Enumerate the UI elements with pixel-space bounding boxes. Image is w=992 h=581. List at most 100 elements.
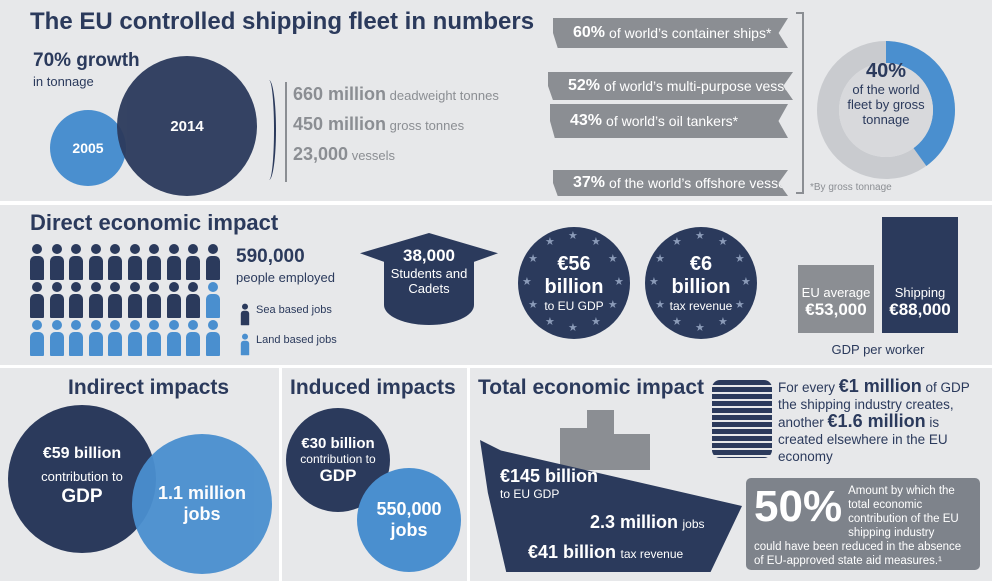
employed-value: 590,000	[236, 246, 305, 267]
total-tax: €41 billion tax revenue	[528, 542, 684, 562]
donut-value: 40%	[865, 60, 907, 82]
person-icon	[88, 320, 103, 358]
total-gdp: €145 billion to EU GDP	[500, 466, 599, 501]
stat-dwt: 660 million deadweight tonnes	[293, 84, 499, 104]
person-icon	[108, 282, 122, 320]
eu-gdp-circle: €56 billion to EU GDP ★ ★ ★ ★ ★ ★ ★ ★ ★ ★ ★ ★	[518, 227, 630, 339]
star-icon: ★	[607, 253, 618, 265]
person-icon	[205, 320, 220, 358]
star-icon: ★	[655, 299, 666, 311]
person-icon	[166, 320, 181, 358]
year-2005: 2005	[72, 140, 104, 156]
star-icon: ★	[545, 236, 555, 249]
induced-title: Induced impacts	[290, 376, 456, 399]
donut-eu-share	[817, 41, 955, 179]
coin-stack-icon	[712, 380, 772, 458]
star-icon: ★	[655, 253, 666, 265]
eu-average-bar: EU average €53,000	[798, 265, 874, 333]
person-icon	[127, 244, 142, 282]
star-icon: ★	[545, 315, 555, 328]
fleet-title: The EU controlled shipping fleet in numb…	[30, 8, 535, 35]
person-icon	[108, 244, 122, 282]
star-icon: ★	[528, 253, 539, 265]
indirect-title: Indirect impacts	[68, 376, 230, 399]
person-icon	[186, 320, 200, 358]
total-jobs: 2.3 million jobs	[590, 512, 705, 532]
person-icon	[186, 244, 200, 282]
person-icon	[166, 244, 181, 282]
state-aid-box: 50% Amount by which the total economic c…	[746, 478, 980, 570]
bracket	[262, 80, 276, 180]
star-icon: ★	[568, 230, 578, 242]
growth-sub: in tonnage	[33, 74, 94, 89]
indirect-gdp-circle: €59 billion contribution to GDP	[8, 405, 156, 553]
gdp-per-worker: GDP per worker	[831, 342, 925, 357]
star-icon: ★	[591, 236, 601, 249]
person-icon	[30, 244, 44, 282]
donut-label: 40% of the world fleet by gross tonnage	[846, 60, 926, 127]
grad-cap-base	[384, 255, 474, 325]
star-icon: ★	[614, 276, 624, 288]
star-icon: ★	[568, 322, 578, 334]
total-title: Total economic impact	[478, 376, 704, 399]
person-icon	[69, 282, 83, 320]
circle-2014: 2014	[117, 56, 257, 196]
legend-land: Land based jobs	[256, 334, 337, 346]
ship-offshore: 37% of the world’s offshore vessels*	[553, 170, 788, 196]
stat-vessels: 23,000 vessels	[293, 144, 396, 164]
star-icon: ★	[718, 315, 728, 328]
person-icon	[49, 282, 64, 320]
fleet-donut	[817, 41, 955, 179]
person-icon	[205, 244, 220, 282]
star-icon: ★	[528, 299, 539, 311]
person-icon	[127, 320, 142, 358]
land-jobs-icon	[240, 333, 250, 357]
star-icon: ★	[672, 236, 682, 249]
aid-text-bottom: could have been reduced in the absence o…	[754, 541, 962, 567]
person-icon	[147, 244, 161, 282]
ships-bracket	[796, 12, 804, 194]
person-icon	[205, 282, 220, 320]
person-icon	[69, 244, 83, 282]
ship-multipurpose: 52% of world’s multi-purpose vessels*	[548, 72, 793, 100]
star-icon: ★	[734, 253, 745, 265]
person-icon	[166, 282, 181, 320]
person-icon	[49, 320, 64, 358]
donut-text: of the world fleet by gross tonnage	[847, 82, 925, 127]
person-icon	[49, 244, 64, 282]
person-icon	[88, 282, 103, 320]
person-icon	[186, 282, 200, 320]
person-icon	[69, 320, 83, 358]
star-icon: ★	[672, 315, 682, 328]
star-icon: ★	[695, 230, 705, 242]
person-icon	[147, 320, 161, 358]
tax-revenue-circle: €6 billion tax revenue ★ ★ ★ ★ ★ ★ ★ ★ ★ ★ ★ ★	[645, 227, 757, 339]
star-icon: ★	[607, 299, 618, 311]
person-icon	[127, 282, 142, 320]
stat-gt: 450 million gross tonnes	[293, 114, 465, 134]
star-icon: ★	[718, 236, 728, 249]
aid-text-top: Amount by which the total economic contr…	[848, 485, 959, 539]
students-text: 38,000 Students and Cadets	[390, 246, 468, 296]
person-icon	[108, 320, 122, 358]
sea-jobs-icon	[240, 303, 250, 327]
star-icon: ★	[649, 276, 659, 288]
aid-value: 50%	[754, 482, 843, 531]
ship-tanker: 43% of world’s oil tankers*	[550, 104, 788, 138]
year-2014: 2014	[170, 117, 204, 135]
employed-label: people employed	[236, 270, 336, 285]
star-icon: ★	[695, 322, 705, 334]
growth-value: 70% growth	[33, 50, 140, 71]
person-icon	[147, 282, 161, 320]
shipping-bar: Shipping €88,000	[882, 217, 958, 333]
person-icon	[30, 282, 44, 320]
indirect-jobs-circle: 1.1 million jobs	[132, 434, 272, 574]
footnote: *By gross tonnage	[810, 182, 892, 193]
induced-jobs-circle: 550,000 jobs	[357, 468, 461, 572]
direct-title: Direct economic impact	[30, 210, 279, 235]
legend-sea: Sea based jobs	[256, 304, 332, 316]
ship-container: 60% of world’s container ships*	[553, 18, 788, 48]
star-icon: ★	[522, 276, 532, 288]
person-icon	[30, 320, 44, 358]
fleet-stats: 660 million deadweight tonnes 450 millio…	[285, 82, 525, 182]
